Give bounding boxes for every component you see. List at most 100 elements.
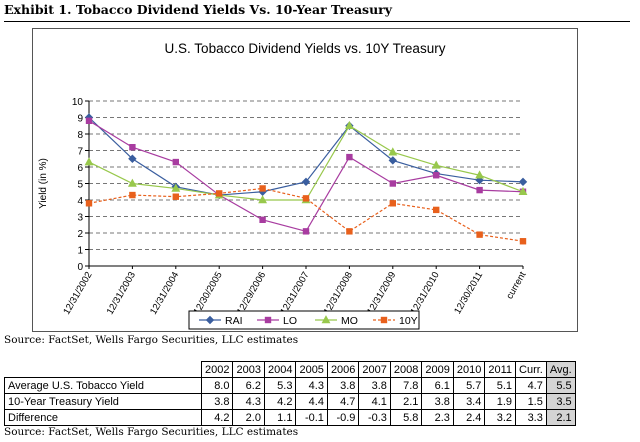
table-cell: 5.1 xyxy=(484,377,517,394)
table-cell: 4.7 xyxy=(326,393,360,410)
data-point-mo xyxy=(84,157,94,166)
legend-marker-mo xyxy=(321,315,331,324)
legend-label-10y: 10Y xyxy=(399,315,418,327)
column-header: Curr. xyxy=(515,361,547,378)
chart-title: U.S. Tobacco Dividend Yields vs. 10Y Tre… xyxy=(165,41,446,56)
table-cell: 6.2 xyxy=(232,377,265,394)
data-point-lo xyxy=(433,172,440,179)
table-header-row: 2002 2003 2004 2005 2006 2007 2008 2009 2010 2011… xyxy=(4,361,576,378)
column-header: 2003 xyxy=(232,361,265,378)
y-tick-label: 4 xyxy=(77,196,83,207)
table-cell: 5.5 xyxy=(545,377,576,394)
table-cell: 4.3 xyxy=(295,377,328,394)
table-cell: 5.7 xyxy=(452,377,486,394)
table-cell: 6.1 xyxy=(421,377,454,394)
table-cell: 3.8 xyxy=(421,393,454,410)
yield-table: 2002 2003 2004 2005 2006 2007 2008 2009 2010 2011… xyxy=(4,361,576,426)
data-point-10y xyxy=(519,238,527,245)
table-row: 10-Year Treasury Yield 3.8 4.3 4.2 4.4 4.7 4.1… xyxy=(4,393,576,410)
chart-frame: U.S. Tobacco Dividend Yields vs. 10Y Tre… xyxy=(32,28,578,332)
data-point-rai xyxy=(388,156,398,165)
table-cell: 3.3 xyxy=(515,409,547,426)
table-row: Average U.S. Tobacco Yield 8.0 6.2 5.3 4.3 3.… xyxy=(4,377,576,394)
y-tick-label: 2 xyxy=(77,229,83,240)
data-point-mo xyxy=(127,178,137,187)
table-cell: 3.8 xyxy=(358,377,391,394)
data-point-10y xyxy=(476,231,483,238)
data-point-lo xyxy=(172,158,180,166)
table-cell: -0.1 xyxy=(295,409,328,426)
column-header: 2007 xyxy=(358,361,391,378)
table-cell: 3.2 xyxy=(484,409,517,426)
table-cell: 2.4 xyxy=(452,409,486,426)
x-tick-label: 12/29/2006 xyxy=(235,270,268,317)
data-point-mo xyxy=(344,120,354,130)
column-header: 2010 xyxy=(452,361,486,378)
data-point-10y xyxy=(129,191,136,199)
column-header: 2011 xyxy=(484,361,517,378)
table-corner xyxy=(4,361,202,378)
data-point-lo xyxy=(85,117,93,124)
legend-label-lo: LO xyxy=(283,315,297,327)
row-label: Average U.S. Tobacco Yield xyxy=(4,377,202,394)
x-tick-label: current xyxy=(504,270,528,301)
x-tick-label: 12/31/2009 xyxy=(365,270,398,317)
x-tick-label: 12/31/2003 xyxy=(105,270,138,317)
data-point-mo xyxy=(475,170,485,179)
x-tick-label: 12/30/2005 xyxy=(191,270,224,317)
x-tick-label: 12/31/2010 xyxy=(408,270,441,317)
table-cell: 4.7 xyxy=(515,377,547,394)
table-row: Difference 4.2 2.0 1.1 -0.1 -0.9 -0.3 5.8 2.3 2.4… xyxy=(4,409,576,426)
y-tick-label: 7 xyxy=(77,147,83,158)
y-tick-label: 5 xyxy=(77,180,83,191)
table-cell: -0.3 xyxy=(358,409,391,426)
data-point-mo xyxy=(388,147,398,156)
source-note-top: Source: FactSet, Wells Fargo Securities,… xyxy=(4,334,299,346)
data-point-10y xyxy=(85,200,93,207)
table-cell: 5.3 xyxy=(263,377,297,394)
data-point-10y xyxy=(389,200,397,207)
data-point-10y xyxy=(433,206,440,214)
data-point-lo xyxy=(302,228,310,235)
column-header: 2004 xyxy=(263,361,297,378)
line-chart: U.S. Tobacco Dividend Yields vs. 10Y Tre… xyxy=(38,41,529,330)
y-tick-label: 10 xyxy=(72,97,84,108)
data-point-mo xyxy=(258,195,268,204)
data-point-lo xyxy=(259,216,266,224)
data-point-lo xyxy=(129,144,136,151)
legend-marker-10y xyxy=(380,316,388,324)
y-tick-label: 9 xyxy=(77,114,83,125)
table-cell: 3.8 xyxy=(326,377,360,394)
data-point-lo xyxy=(476,186,483,194)
data-point-mo xyxy=(171,183,181,192)
series-line-lo xyxy=(88,120,524,233)
row-label: Difference xyxy=(4,409,202,426)
exhibit-title: Exhibit 1. Tobacco Dividend Yields Vs. 1… xyxy=(4,2,393,17)
legend-marker-rai xyxy=(205,315,215,325)
table-cell: 2.3 xyxy=(421,409,454,426)
x-tick-label: 12/30/2011 xyxy=(452,270,485,316)
y-tick-label: 0 xyxy=(77,262,83,273)
series-line-mo xyxy=(88,124,524,201)
table-cell: 4.4 xyxy=(295,393,328,410)
legend-label-rai: RAI xyxy=(225,315,243,327)
table-cell: 4.2 xyxy=(200,409,234,426)
column-header: 2002 xyxy=(200,361,234,378)
y-tick-label: 1 xyxy=(77,246,83,257)
table-cell: 3.4 xyxy=(452,393,486,410)
data-point-rai xyxy=(301,177,311,187)
table-cell: 3.5 xyxy=(545,393,576,410)
legend-label-mo: MO xyxy=(341,315,358,327)
table-cell: 5.8 xyxy=(389,409,423,426)
data-point-mo xyxy=(431,160,441,169)
x-tick-label: 12/31/2008 xyxy=(322,270,355,317)
table-cell: 2.0 xyxy=(232,409,265,426)
table-cell: 4.3 xyxy=(232,393,265,410)
data-point-10y xyxy=(172,193,180,200)
source-note-bottom: Source: FactSet, Wells Fargo Securities,… xyxy=(4,426,299,438)
data-point-10y xyxy=(259,185,266,192)
legend-box xyxy=(188,310,420,330)
x-tick-label: 12/31/2007 xyxy=(278,270,311,317)
title-rule xyxy=(4,21,630,22)
y-tick-label: 3 xyxy=(77,213,83,224)
